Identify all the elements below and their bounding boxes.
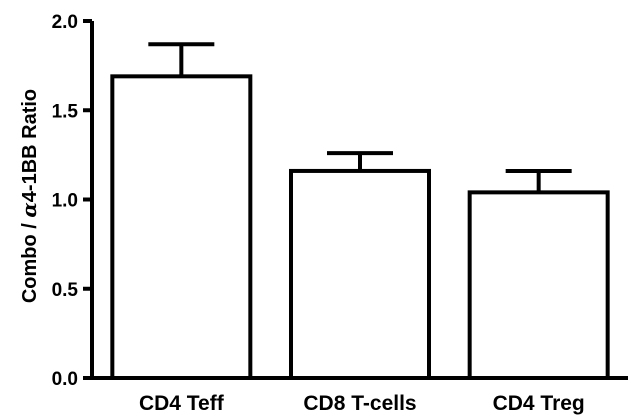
y-axis-label-symbol: α <box>17 202 41 217</box>
y-axis-label: Combo / α4-1BB Ratio <box>17 89 41 303</box>
error-bars-layer <box>148 42 572 193</box>
bar-3 <box>467 190 610 380</box>
y-tick-label-3: 1.0 <box>52 191 78 212</box>
y-tick-label-1: 0.0 <box>52 369 78 390</box>
y-tick-label-2: 0.5 <box>52 280 79 301</box>
x-tick-label-3: CD4 Treg <box>493 392 585 415</box>
axes-layer <box>83 19 628 380</box>
bar-1 <box>110 74 253 381</box>
y-tick-label-5: 2.0 <box>52 12 78 33</box>
bars-layer <box>110 74 610 381</box>
y-tick-label-4: 1.5 <box>52 101 79 122</box>
y-axis-label-suffix: 4-1BB Ratio <box>19 89 41 202</box>
bar-2 <box>289 168 431 380</box>
labels-layer: CD4 Teff CD8 T-cells CD4 Treg 0.0 0.5 1.0 1.5 2… <box>52 12 585 415</box>
x-tick-label-2: CD8 T-cells <box>303 392 416 415</box>
y-axis-label-prefix: Combo / <box>19 218 41 304</box>
x-tick-label-1: CD4 Teff <box>139 392 225 415</box>
